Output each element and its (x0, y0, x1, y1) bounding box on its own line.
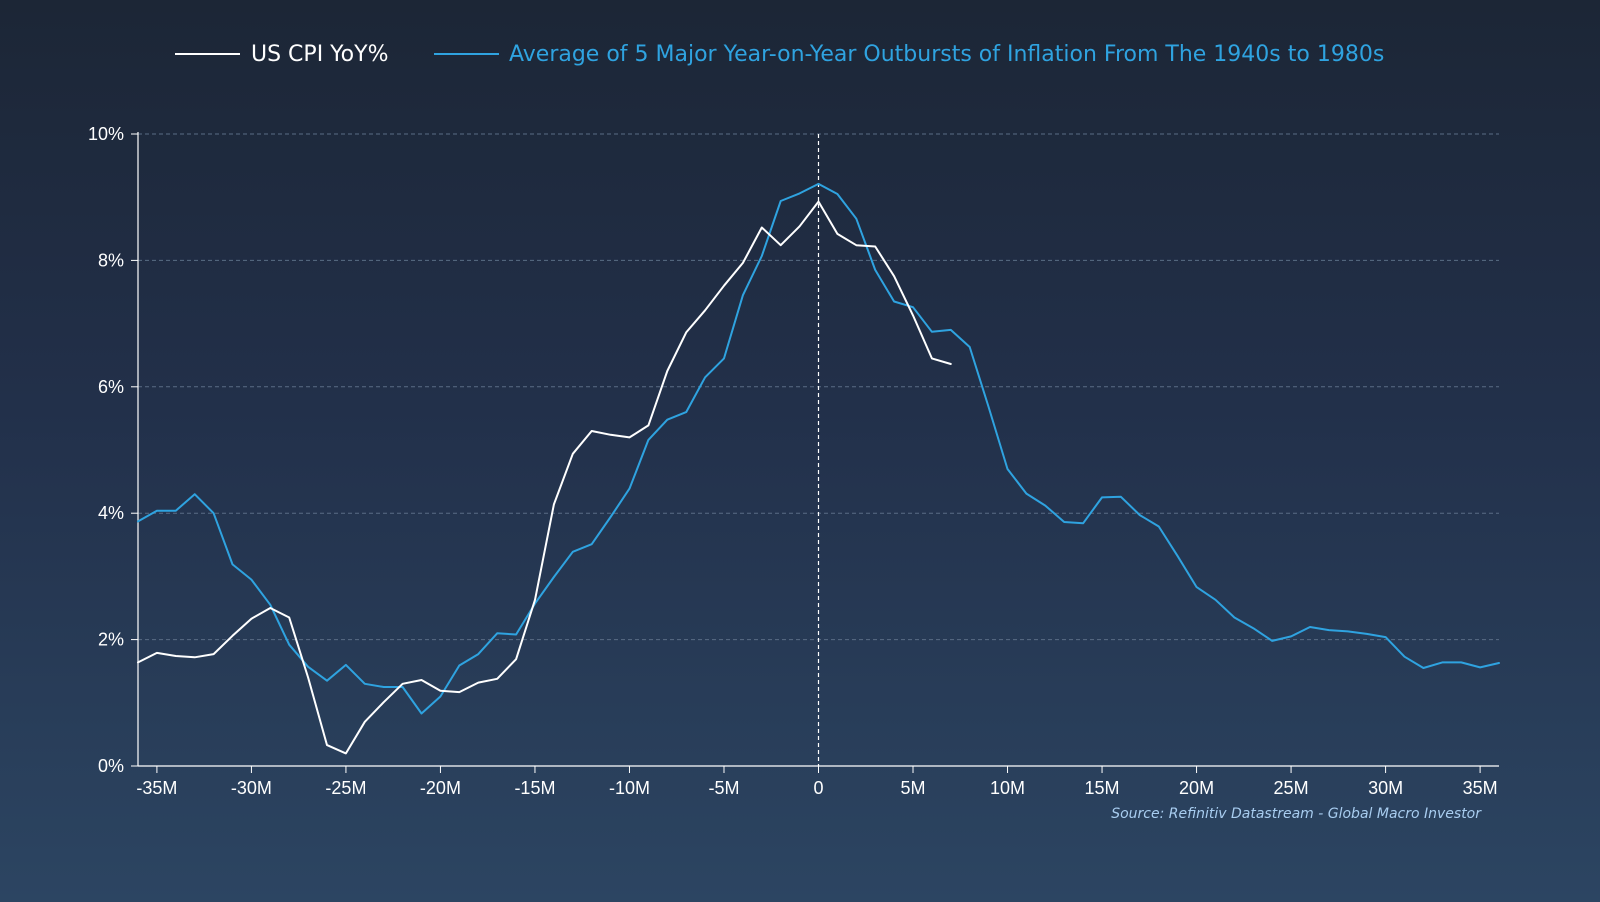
legend-label-historical-average: Average of 5 Major Year-on-Year Outburst… (509, 42, 1384, 67)
x-tick-label--10: -10M (609, 778, 650, 798)
legend-label-us-cpi: US CPI YoY% (251, 42, 389, 67)
y-tick-label-6: 6% (98, 377, 124, 397)
x-tick-label-30: 30M (1368, 778, 1403, 798)
x-tick-label-5: 5M (901, 778, 926, 798)
x-tick-label-35: 35M (1463, 778, 1498, 798)
y-tick-label-0: 0% (98, 756, 124, 776)
x-tick-label--20: -20M (420, 778, 461, 798)
legend: US CPI YoY% Average of 5 Major Year-on-Y… (175, 42, 1384, 67)
series-lines (137, 182, 1500, 755)
x-tick-label-0: 0 (813, 778, 823, 798)
x-tick-label--35: -35M (136, 778, 177, 798)
x-tick-label-20: 20M (1179, 778, 1214, 798)
y-tick-label-4: 4% (98, 503, 124, 523)
x-tick-label-25: 25M (1274, 778, 1309, 798)
source-note: Source: Refinitiv Datastream - Global Ma… (1111, 806, 1482, 822)
x-tick-label--5: -5M (708, 778, 739, 798)
x-axis-tick-labels: -35M -30M -25M -20M -15M -10M -5M 0 5M 10M 15M 20M 2… (136, 766, 1498, 798)
x-tick-label-15: 15M (1085, 778, 1120, 798)
y-tick-label-2: 2% (98, 630, 124, 650)
x-tick-label--30: -30M (231, 778, 272, 798)
series-line-0 (137, 200, 952, 755)
y-tick-label-8: 8% (98, 250, 124, 270)
series-line-1 (137, 182, 1500, 715)
x-tick-label--25: -25M (325, 778, 366, 798)
x-tick-label--15: -15M (514, 778, 555, 798)
y-axis-tick-labels: 0% 2% 4% 6% 8% 10% (88, 124, 138, 776)
x-tick-label-10: 10M (990, 778, 1025, 798)
y-tick-label-10: 10% (88, 124, 124, 144)
